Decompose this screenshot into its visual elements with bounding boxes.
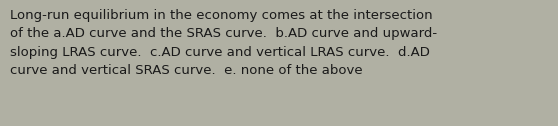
Text: Long-run equilibrium in the economy comes at the intersection
of the a.AD curve : Long-run equilibrium in the economy come… [10,9,437,77]
